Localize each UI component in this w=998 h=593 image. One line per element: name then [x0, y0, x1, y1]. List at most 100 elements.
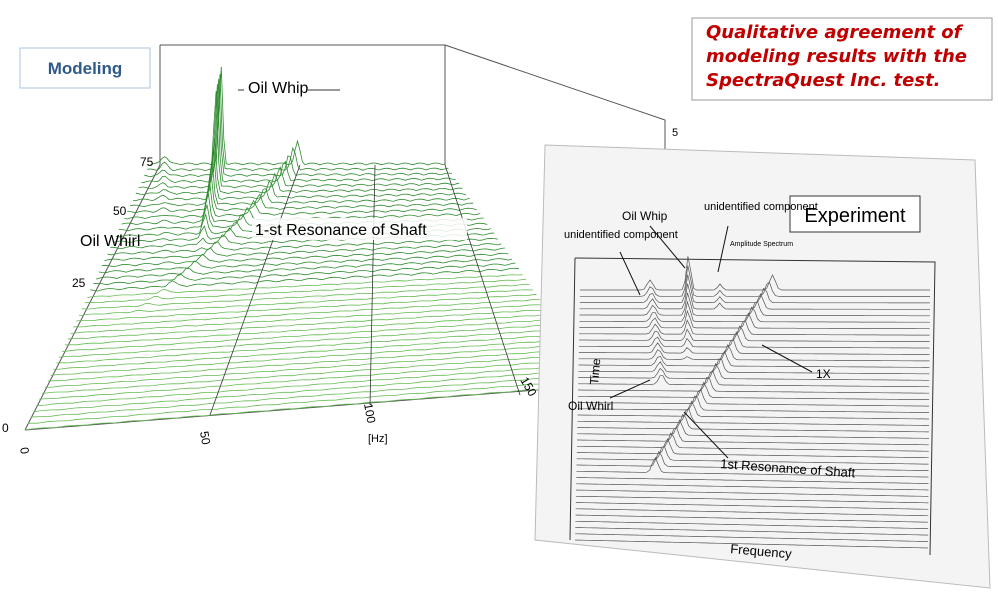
spectrum-line [578, 344, 930, 362]
spectrum-line [101, 247, 505, 267]
spectrum-line [59, 324, 558, 358]
spectrum-line [70, 304, 544, 334]
spectrum-line [575, 502, 929, 510]
spectrum-line [576, 446, 929, 465]
model-waterfall [24, 66, 601, 431]
spectrum-line [575, 489, 929, 497]
annotation: 1-st Resonance of Shaft [255, 222, 427, 239]
spectrum-line [577, 395, 930, 413]
spectrum-line [579, 265, 930, 297]
spectrum-line [141, 84, 456, 184]
spectrum-line [579, 325, 930, 342]
spectrum-line [95, 258, 513, 280]
time-tick: 25 [72, 276, 86, 290]
caption-line: SpectraQuest Inc. test. [706, 70, 941, 91]
spectrum-line [576, 450, 929, 471]
spectrum-line [579, 309, 930, 330]
freq-tick: 100 [361, 402, 378, 424]
spectrum-line [56, 328, 562, 364]
spectrum-line [144, 78, 453, 178]
spectrum-line [81, 284, 530, 310]
exp-annotation: Oil Whip [622, 209, 668, 223]
spectrum-line [93, 262, 516, 286]
modeling-box [19, 47, 151, 89]
spectrum-line [53, 334, 565, 370]
spectrum-line [30, 373, 594, 418]
spectrum-line [61, 319, 555, 352]
spectrum-line [67, 308, 548, 340]
spectrum-line [578, 331, 930, 349]
amp-tick: 5 [672, 127, 678, 139]
label-bg [252, 218, 467, 240]
spectrum-line [147, 74, 449, 172]
spectrum-line [64, 313, 551, 346]
spectrum-line [575, 527, 929, 536]
spectrum-line [36, 364, 586, 406]
spectrum-line [127, 171, 474, 214]
exp-title-box [789, 195, 921, 233]
exp-annotation: Oil Whirl [568, 399, 613, 413]
spectrum-line [138, 91, 460, 189]
modeling-label: Modeling [48, 59, 123, 78]
spectrum-line [577, 427, 929, 446]
spectrum-line [578, 358, 930, 375]
spectrum-line [575, 495, 929, 504]
time-tick: 0 [2, 421, 9, 435]
spectrum-line [578, 376, 930, 394]
spectrum-line [90, 267, 520, 292]
time-tick: 50 [113, 204, 127, 218]
spectrum-line [135, 138, 463, 196]
spectrum-line [107, 237, 498, 256]
time-tick: 75 [140, 155, 154, 169]
spectrum-line [577, 419, 929, 439]
spectrum-line [577, 413, 929, 433]
exp-y-label: Time [587, 358, 603, 386]
model-grid [209, 164, 521, 416]
spectrum-line [575, 508, 929, 517]
exp-frame [574, 257, 936, 556]
spectrum-line [130, 160, 470, 208]
exp-subtitle: Amplitude Spectrum [730, 241, 793, 248]
spectrum-line [578, 350, 930, 368]
spectrum-line [50, 339, 569, 376]
exp-frame [569, 257, 576, 541]
exp-annotation: unidentified component [704, 201, 818, 213]
freq-tick: 0 [17, 446, 32, 455]
spectrum-line [577, 407, 930, 426]
label-bg [244, 76, 308, 98]
spectrum-line [24, 384, 601, 431]
spectrum-line [575, 520, 929, 529]
spectrum-line [132, 148, 467, 202]
spectrum-line [47, 343, 572, 382]
spectrum-line [576, 477, 929, 484]
exp-annotation: 1X [816, 367, 831, 381]
spectrum-line [84, 278, 527, 304]
spectrum-line [580, 256, 930, 291]
caption-line: Qualitative agreement of [706, 22, 964, 43]
exp-title: Experiment [804, 205, 906, 227]
spectrum-line [41, 354, 579, 394]
experiment-panel: Experiment Amplitude Spectrum unidentifi… [534, 144, 991, 589]
caption-box [691, 17, 993, 101]
spectrum-line [577, 381, 930, 400]
annotation: Oil Whip [248, 80, 309, 97]
exp-waterfall [574, 256, 930, 549]
spectrum-line [98, 252, 509, 274]
spectrum-line [44, 349, 576, 388]
spectrum-line [39, 358, 583, 400]
spectrum-line [576, 438, 929, 459]
exp-arrows [609, 225, 813, 459]
spectrum-line [579, 292, 930, 317]
spectrum-line [577, 388, 930, 407]
spectrum-line [73, 298, 541, 328]
spectrum-line [33, 369, 590, 413]
freq-unit: [Hz] [368, 433, 388, 445]
spectrum-line [574, 539, 929, 549]
spectrum-line [149, 66, 446, 166]
spectrum-line [578, 339, 930, 355]
spectrum-line [576, 456, 929, 478]
spectrum-line [27, 379, 597, 424]
exp-annotation: unidentified component [564, 229, 678, 241]
spectrum-line [104, 243, 502, 262]
